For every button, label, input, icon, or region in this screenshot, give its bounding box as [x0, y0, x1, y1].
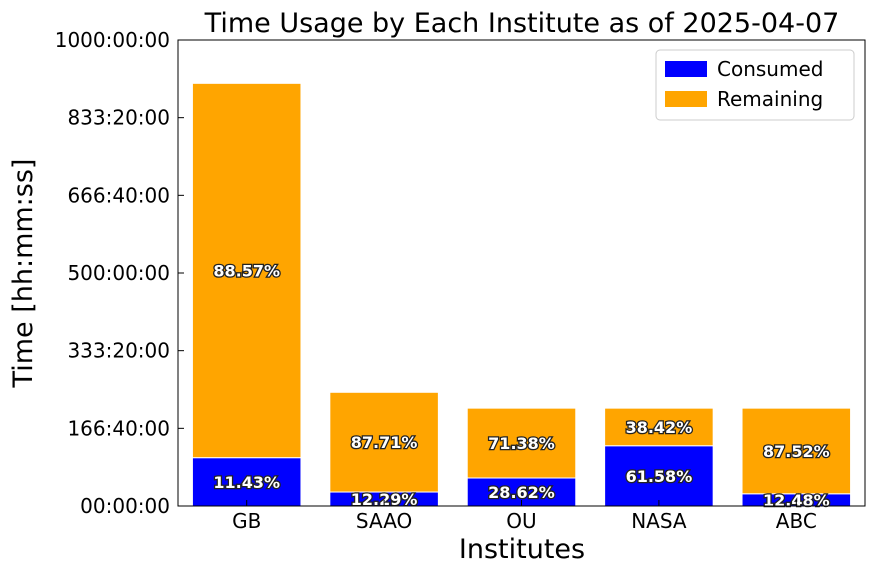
x-tick-label-ou: OU: [506, 509, 536, 533]
data-label-remaining-abc: 87.52%: [763, 442, 830, 461]
bar-remaining-gb: [191, 82, 302, 459]
x-tick-label-gb: GB: [232, 509, 261, 533]
data-label-remaining-ou: 71.38%: [488, 434, 555, 453]
legend-label-remaining: Remaining: [717, 87, 823, 111]
bar-remaining-saao: [329, 391, 439, 493]
legend-label-consumed: Consumed: [717, 57, 823, 81]
y-tick-label: 166:40:00: [67, 416, 170, 440]
x-axis-label: Institutes: [459, 534, 585, 565]
data-label-consumed-gb: 11.43%: [213, 473, 280, 492]
legend-swatch-consumed: [665, 61, 707, 77]
y-axis-label: Time [hh:mm:ss]: [8, 159, 39, 389]
y-tick-label: 500:00:00: [67, 261, 170, 285]
bar-remaining-nasa: [604, 407, 714, 447]
plot-area: 11.43% 88.57% 12.29% 87.71% 28.62% 71.38% 61.5…: [55, 28, 866, 533]
data-label-remaining-saao: 87.71%: [351, 433, 418, 452]
x-tick-label-abc: ABC: [776, 509, 817, 533]
data-label-consumed-nasa: 61.58%: [626, 467, 693, 486]
legend-swatch-remaining: [665, 91, 707, 107]
data-label-consumed-saao: 12.29%: [351, 490, 418, 509]
chart-title: Time Usage by Each Institute as of 2025-…: [204, 8, 840, 39]
y-tick-label: 1000:00:00: [55, 28, 170, 52]
bar-remaining-abc: [741, 407, 852, 495]
bar-remaining-ou: [466, 407, 577, 479]
y-tick-label: 333:20:00: [67, 339, 170, 363]
bar-consumed-gb: [191, 457, 302, 507]
y-tick-label: 666:40:00: [67, 183, 170, 207]
x-tick-label-saao: SAAO: [356, 509, 412, 533]
data-label-consumed-ou: 28.62%: [488, 483, 555, 502]
y-tick-label: 00:00:00: [80, 494, 170, 518]
x-tick-label-nasa: NASA: [631, 509, 687, 533]
data-label-remaining-gb: 88.57%: [213, 262, 280, 281]
y-tick-label: 833:20:00: [67, 106, 170, 130]
data-label-remaining-nasa: 38.42%: [626, 418, 693, 437]
